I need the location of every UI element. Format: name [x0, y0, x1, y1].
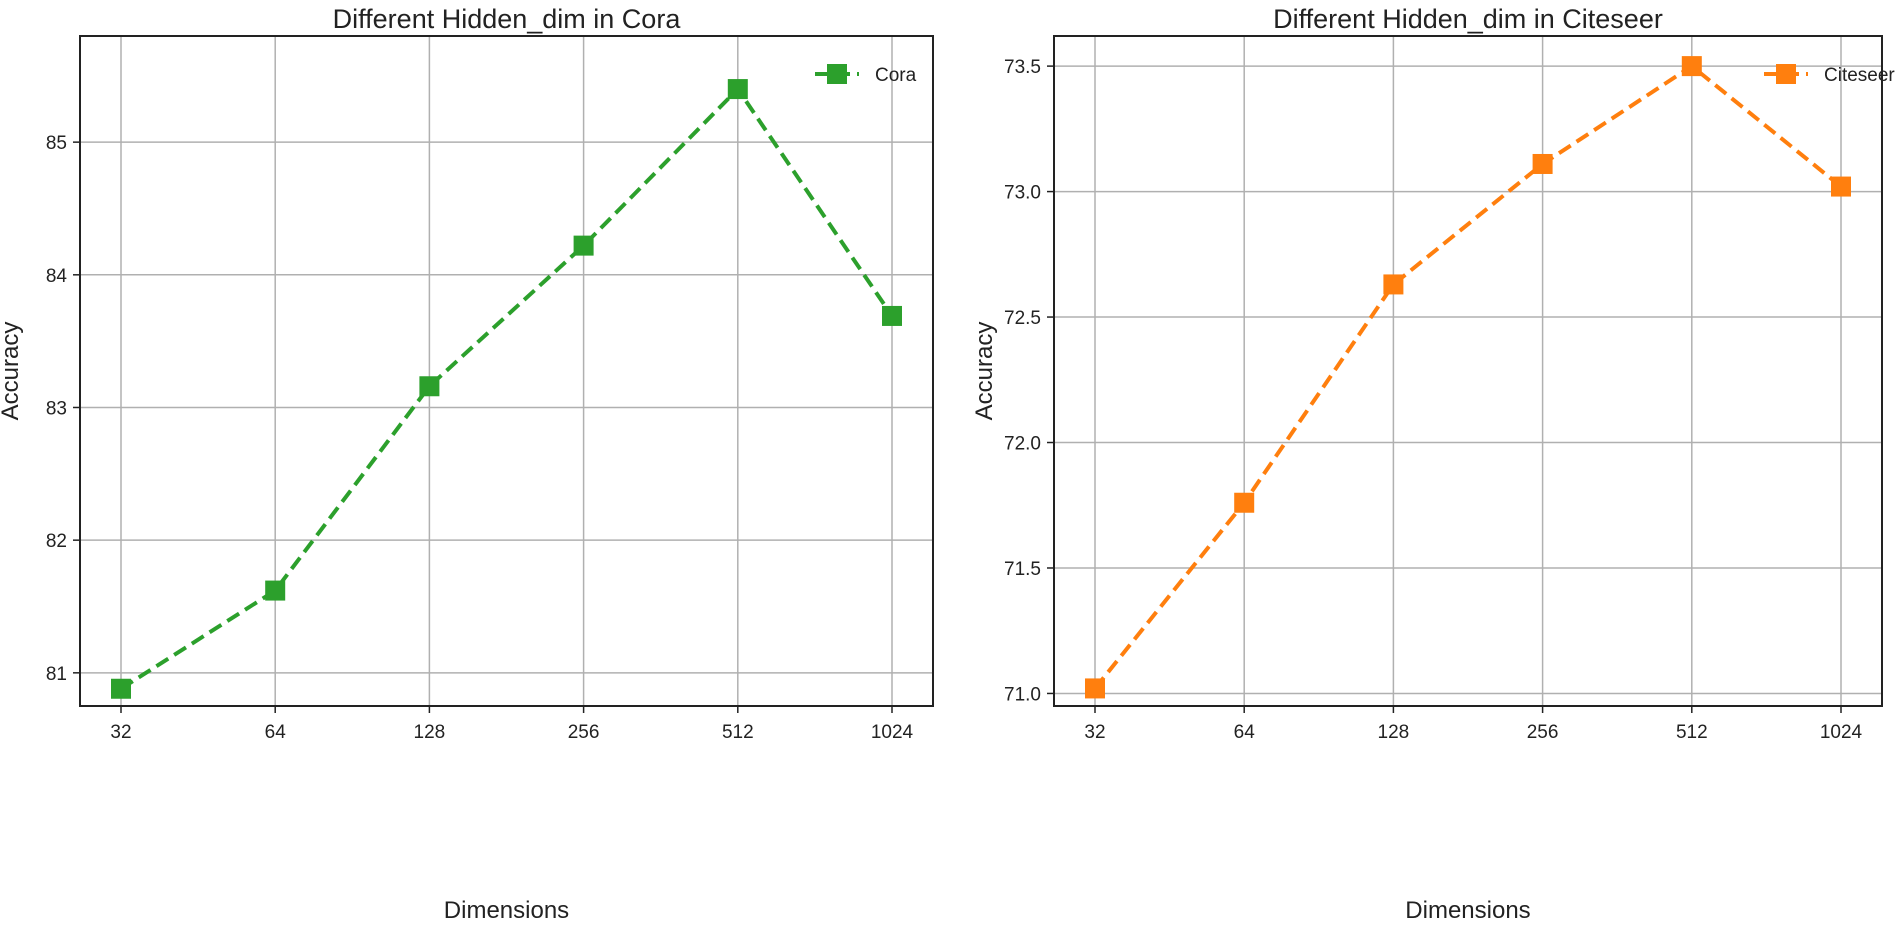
legend-marker	[1776, 64, 1796, 84]
data-point	[1681, 56, 1702, 77]
chart-title: Different Hidden_dim in Cora	[333, 4, 682, 34]
x-tick-label: 1024	[871, 722, 914, 743]
data-point	[1085, 678, 1105, 699]
x-axis-label: Dimensions	[1405, 897, 1530, 924]
x-tick-label: 512	[722, 722, 754, 743]
legend: Cora	[815, 64, 917, 86]
chart-panel-2: 32 64 128 256 512 1024 71.0 71.5 72.0 72.5 73.0 73.…	[971, 4, 1895, 924]
data-point	[111, 678, 131, 699]
y-tick-label: 82	[46, 531, 67, 552]
data-point	[727, 79, 748, 100]
legend-label: Cora	[875, 65, 917, 86]
x-tick-label: 256	[1527, 722, 1559, 743]
plot-frame	[79, 35, 934, 707]
x-tick-label: 128	[1378, 722, 1410, 743]
data-point	[1383, 274, 1404, 295]
series-line-citeseer	[1093, 63, 1843, 690]
data-point	[265, 580, 286, 601]
legend-marker	[827, 64, 847, 84]
y-tick-label: 71.0	[1004, 684, 1041, 705]
chart-title: Different Hidden_dim in Citeseer	[1273, 4, 1663, 34]
series-line-cora	[119, 85, 894, 691]
x-tick-label: 256	[568, 722, 600, 743]
chart-panel-1: 32 64 128 256 512 1024 81 82 83 84 85 Different Hid…	[0, 4, 934, 924]
legend: Citeseer	[1764, 64, 1895, 86]
y-tick-label: 85	[46, 133, 67, 154]
y-tick-label: 83	[46, 398, 67, 419]
y-axis-label: Accuracy	[0, 322, 24, 421]
y-tick-label: 73.0	[1004, 183, 1041, 204]
plot-frame	[1053, 35, 1883, 707]
x-tick-label: 64	[265, 722, 287, 743]
data-point	[1234, 492, 1255, 513]
x-tick-label: 32	[1084, 722, 1105, 743]
x-axis-label: Dimensions	[444, 897, 569, 924]
data-point	[882, 305, 902, 326]
legend-label: Citeseer	[1824, 65, 1895, 86]
x-tick-label: 64	[1234, 722, 1256, 743]
x-tick-label: 128	[414, 722, 446, 743]
y-tick-label: 81	[46, 664, 67, 685]
y-tick-label: 84	[46, 266, 68, 287]
x-tick-label: 32	[110, 722, 131, 743]
x-tick-label: 512	[1676, 722, 1708, 743]
data-point	[573, 235, 594, 256]
y-axis-label: Accuracy	[971, 322, 998, 421]
y-tick-label: 71.5	[1004, 559, 1041, 580]
data-point	[419, 376, 440, 397]
y-tick-label: 72.0	[1004, 434, 1041, 455]
x-tick-label: 1024	[1820, 722, 1863, 743]
data-point	[1532, 153, 1553, 174]
data-point	[1831, 176, 1851, 197]
y-tick-label: 73.5	[1004, 57, 1041, 78]
y-tick-label: 72.5	[1004, 308, 1041, 329]
